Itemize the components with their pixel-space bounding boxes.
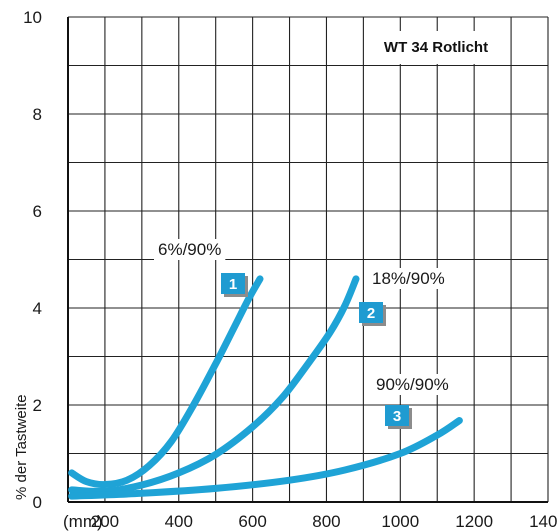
series-badge-3 — [385, 405, 409, 426]
x-tick-label: 800 — [312, 512, 340, 531]
grid — [67, 16, 549, 503]
x-tick-label: 400 — [165, 512, 193, 531]
series-label-2: 18%/90% — [372, 269, 445, 288]
x-tick-label: 200 — [91, 512, 119, 531]
y-axis-label: % der Tastweite — [13, 394, 30, 500]
series-label-3: 90%/90% — [376, 375, 449, 394]
title-background — [373, 31, 499, 64]
series-badge-2 — [359, 302, 383, 323]
y-tick-label: 2 — [33, 396, 42, 415]
chart-title: WT 34 Rotlicht — [384, 39, 488, 56]
series-line-2 — [68, 275, 360, 496]
series-label-1: 6%/90% — [158, 240, 221, 259]
series-line-3 — [68, 417, 463, 500]
chart-title-box: WT 34 Rotlicht — [373, 31, 499, 64]
x-tick-label: 1200 — [455, 512, 493, 531]
x-tick-label: 1000 — [381, 512, 419, 531]
y-tick-label: 0 — [33, 493, 42, 512]
series-label-background — [154, 239, 226, 260]
series-badge-number: 3 — [393, 408, 401, 425]
series-badge-1 — [221, 273, 245, 294]
series-badge-number: 1 — [229, 276, 237, 293]
y-tick-label: 10 — [23, 8, 42, 27]
series-badge-number: 2 — [367, 305, 375, 322]
y-tick-label: 4 — [33, 299, 42, 318]
series-label-background — [368, 268, 449, 289]
series-lines — [68, 275, 463, 500]
x-tick-label: 1400 — [529, 512, 558, 531]
series-label-background — [372, 374, 453, 395]
y-tick-label: 6 — [33, 202, 42, 221]
annotations: 6%/90% 1 18%/90% 2 90%/90% 3 — [154, 239, 453, 429]
x-unit-label: (mm) — [63, 512, 103, 531]
y-tick-label: 8 — [33, 105, 42, 124]
x-tick-label: 600 — [238, 512, 266, 531]
series-line-1 — [68, 275, 264, 489]
y-tick-labels: 0 2 4 6 8 10 — [23, 8, 42, 512]
x-tick-labels: 200 400 600 800 1000 1200 1400 — [91, 512, 558, 531]
